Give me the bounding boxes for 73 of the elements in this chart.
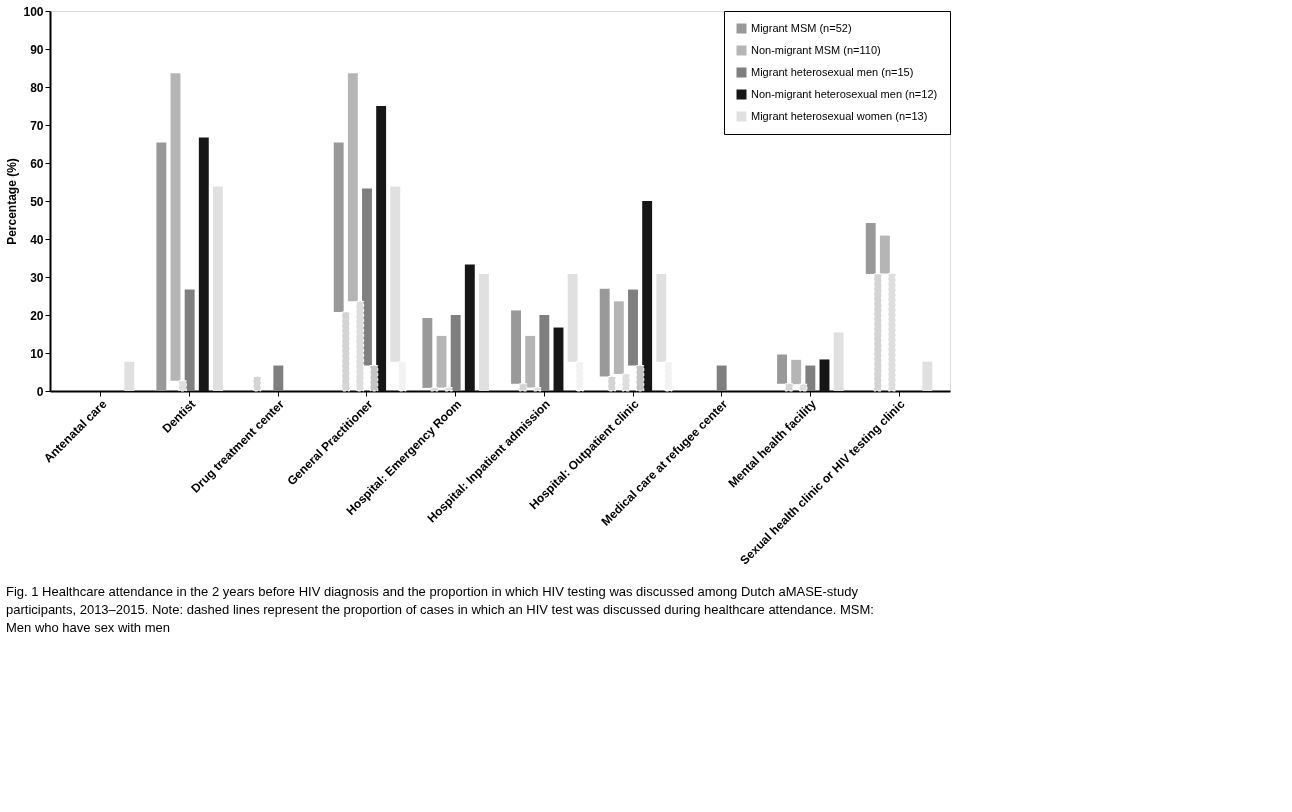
- bar: [369, 365, 379, 392]
- bar: [791, 359, 802, 385]
- bar: [575, 361, 584, 392]
- bar: [887, 273, 897, 392]
- bar: [805, 365, 816, 391]
- y-tick-label: 60: [30, 156, 44, 171]
- bar: [621, 373, 631, 392]
- y-tick-label: 10: [30, 346, 44, 361]
- bar: [664, 361, 673, 392]
- bar: [879, 235, 890, 274]
- bar: [398, 361, 407, 392]
- bar: [184, 289, 195, 391]
- bar: [533, 387, 542, 392]
- bar: [390, 186, 401, 362]
- bar: [178, 380, 187, 392]
- y-tick-label: 30: [30, 270, 44, 285]
- bar: [922, 361, 933, 391]
- y-tick-label: 80: [30, 80, 44, 95]
- caption: Fig. 1 Healthcare attendance in the 2 years before HIV diagnosis and the proportion in which HIV testing was discussed among Dutch aMASE-study participants, 2013–2015. Note: dashed lines represent the proportion of cases in which an HIV test was discussed during healthcare attendance. MSM: Men who have sex with men: [5, 584, 874, 636]
- bar: [656, 273, 667, 362]
- bar: [341, 311, 350, 392]
- bar: [422, 318, 433, 388]
- bar: [252, 376, 262, 392]
- bar: [553, 327, 564, 391]
- bar: [170, 73, 181, 381]
- bar: [599, 288, 610, 377]
- legend-label: Migrant heterosexual men (n=15): [751, 65, 914, 78]
- legend-label: Migrant MSM (n=52): [751, 21, 852, 34]
- bar: [156, 142, 167, 391]
- bar: [784, 383, 794, 392]
- bar: [436, 335, 447, 388]
- bar: [273, 365, 284, 391]
- bar: [539, 315, 550, 391]
- bar: [819, 359, 830, 391]
- bar: [833, 332, 844, 391]
- y-tick-label: 50: [30, 194, 44, 209]
- bar: [444, 387, 453, 392]
- bar: [799, 383, 808, 392]
- y-tick-label: 0: [36, 384, 44, 399]
- bar: [607, 376, 616, 392]
- bar: [518, 383, 528, 392]
- bar: [124, 361, 135, 391]
- bar: [777, 354, 787, 384]
- y-tick-label: 20: [30, 308, 44, 323]
- bar: [464, 264, 475, 391]
- bar: [511, 310, 521, 384]
- bar: [642, 201, 653, 391]
- bar: [635, 365, 645, 392]
- bar: [198, 137, 209, 391]
- bar: [628, 289, 638, 366]
- bar: [525, 335, 536, 388]
- bar: [347, 73, 358, 302]
- y-tick-label: 40: [30, 232, 44, 247]
- bar: [716, 365, 727, 391]
- bar: [376, 106, 387, 391]
- bar: [430, 387, 439, 392]
- bar: [213, 186, 223, 391]
- y-tick-label: 100: [23, 4, 44, 19]
- bar: [362, 188, 372, 366]
- bar: [865, 223, 876, 274]
- bar: [479, 273, 489, 391]
- legend-label: Non-migrant heterosexual men (n=12): [751, 87, 938, 100]
- y-tick-label: 70: [30, 118, 44, 133]
- legend-label: Migrant heterosexual women (n=13): [751, 109, 928, 122]
- bar: [333, 142, 344, 312]
- bar: [613, 301, 624, 374]
- bar: [355, 300, 365, 392]
- bar: [873, 273, 882, 392]
- y-axis-title: Percentage (%): [5, 158, 20, 245]
- y-tick-label: 90: [30, 42, 44, 57]
- legend-label: Non-migrant MSM (n=110): [751, 43, 881, 56]
- bar: [450, 315, 461, 391]
- bar: [567, 273, 578, 362]
